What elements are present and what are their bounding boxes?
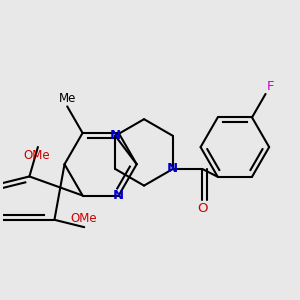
Text: Me: Me [58, 92, 76, 104]
Text: OMe: OMe [24, 149, 50, 162]
Text: N: N [110, 129, 121, 142]
Text: F: F [266, 80, 274, 93]
Text: N: N [113, 189, 124, 202]
Text: O: O [197, 202, 208, 214]
Text: OMe: OMe [70, 212, 97, 225]
Text: N: N [167, 163, 178, 176]
